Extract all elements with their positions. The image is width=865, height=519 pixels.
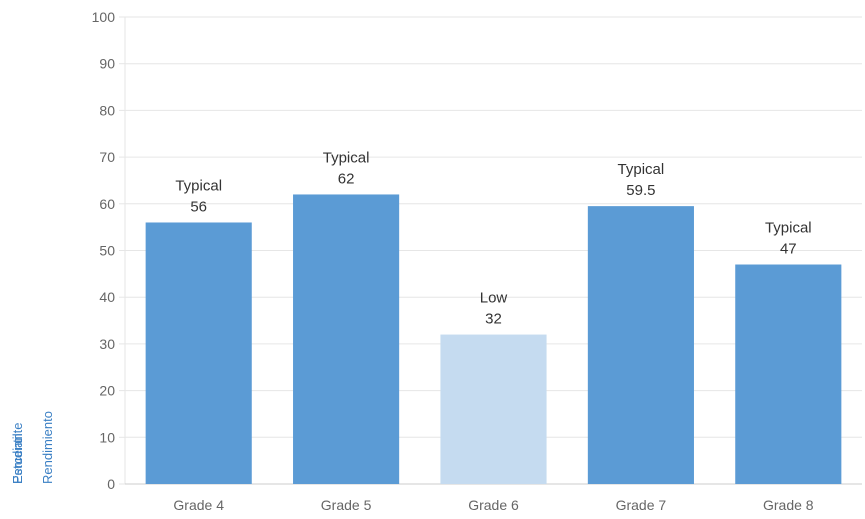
y-tick-label: 70: [99, 149, 115, 165]
x-tick-label: Grade 5: [321, 497, 372, 513]
bar-value-label: 56: [190, 198, 207, 215]
x-tick-label: Grade 4: [173, 497, 224, 513]
y-tick-label: 100: [92, 9, 116, 25]
y-tick-label: 50: [99, 243, 115, 259]
y-tick-label: 30: [99, 336, 115, 352]
bar-value-label: 47: [780, 241, 797, 258]
bar-category-label: Typical: [618, 161, 665, 178]
y-axis-label-line: Percentil: [10, 433, 25, 484]
y-tick-label: 10: [99, 429, 115, 445]
y-tick-label: 40: [99, 289, 115, 305]
bar-grade-8[interactable]: [735, 264, 842, 484]
y-tick-label: 60: [99, 196, 115, 212]
y-axis-label-line: Estudiante: [10, 423, 25, 484]
bar-grade-6[interactable]: [440, 334, 547, 484]
x-tick-label: Grade 7: [616, 497, 667, 513]
y-tick-label: 20: [99, 383, 115, 399]
bar-grade-5[interactable]: [293, 194, 400, 484]
bar-category-label: Typical: [323, 149, 370, 166]
bar-value-label: 32: [485, 311, 502, 328]
bar-grade-7[interactable]: [587, 206, 694, 484]
bar-category-label: Typical: [175, 177, 222, 194]
x-tick-label: Grade 8: [763, 497, 814, 513]
bar-grade-4[interactable]: [145, 222, 252, 485]
bar-value-label: 62: [338, 170, 355, 187]
bars: [145, 194, 842, 485]
bar-category-label: Typical: [765, 220, 812, 237]
x-tick-labels: Grade 4 Grade 5 Grade 6 Grade 7 Grade 8: [173, 497, 813, 513]
y-tick-labels: 0 10 20 30 40 50 60 70 80 90 100: [92, 9, 116, 492]
y-tick-label: 90: [99, 56, 115, 72]
bar-value-label: 59.5: [626, 182, 655, 199]
x-tick-label: Grade 6: [468, 497, 519, 513]
data-labels: Typical 56 Typical 62 Low 32 Typical 59.5 Typica…: [175, 149, 811, 327]
y-tick-label: 0: [107, 476, 115, 492]
bar-category-label: Low: [480, 290, 508, 307]
y-axis-label-line: Rendimiento: [40, 411, 55, 484]
y-tick-label: 80: [99, 102, 115, 118]
